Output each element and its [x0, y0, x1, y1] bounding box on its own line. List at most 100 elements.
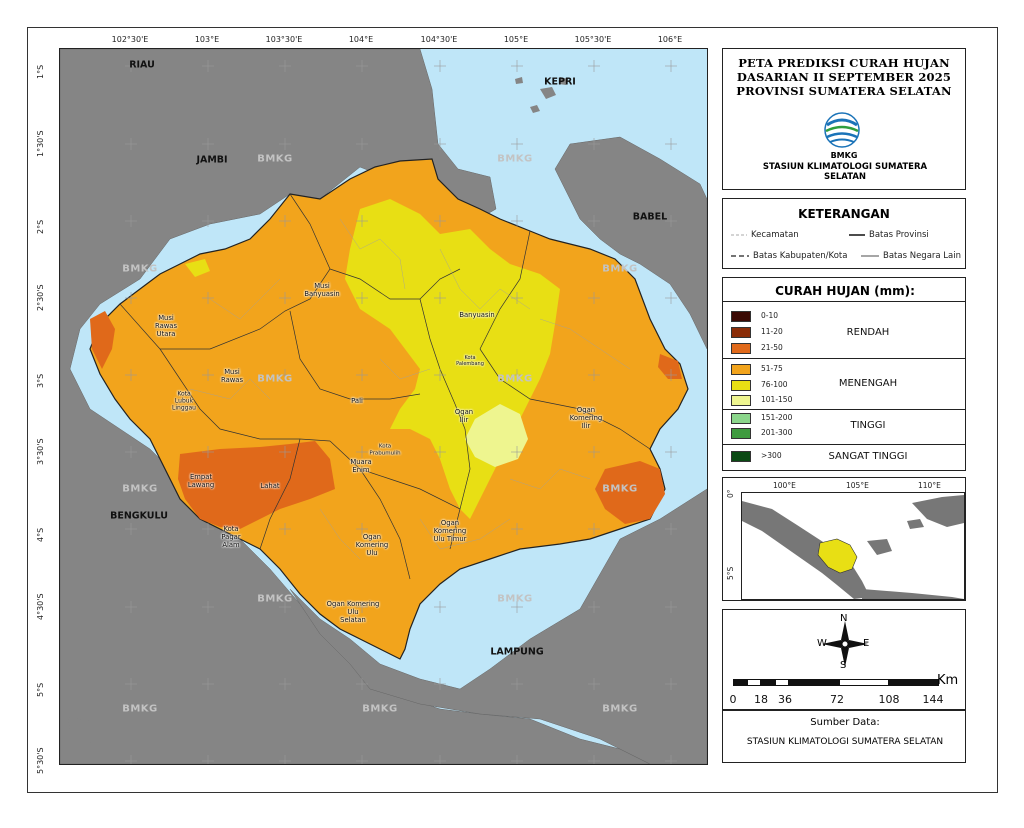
source-value: STASIUN KLIMATOLOGI SUMATERA SELATAN [746, 737, 944, 747]
label-musi-banyuasin: Musi Banyuasin [304, 282, 340, 298]
lat-tick-label: 5°S [36, 682, 45, 697]
title-line-2: DASARIAN II SEPTEMBER 2025 [736, 70, 952, 84]
compass-n: N [840, 613, 848, 624]
lat-tick-label: 3°S [36, 373, 45, 388]
inset-map [741, 492, 965, 600]
rainfall-class-swatch [731, 343, 751, 354]
scale-num: 0 [729, 693, 737, 706]
lampung-land [289, 488, 707, 764]
lat-tick-label: 2°S [36, 219, 45, 234]
compass-rose-icon [822, 621, 868, 667]
curah-hujan-panel: CURAH HUJAN (mm): 0-10 11-20 21-50 51-75 76-… [722, 277, 966, 471]
divider [723, 301, 965, 302]
source-label: Sumber Data: [810, 717, 880, 728]
label-ogan-komering-ulu: Ogan Komering Ulu [355, 533, 389, 557]
lon-tick-label: 102°30'E [111, 35, 149, 44]
rainfall-class-label: 51-75 [761, 364, 783, 373]
compass-s: S [840, 660, 847, 671]
title-panel: PETA PREDIKSI CURAH HUJAN DASARIAN II SE… [722, 48, 966, 190]
label-bengkulu: BENGKULU [110, 510, 168, 522]
lat-tick-label: 1°30'S [36, 130, 45, 157]
title-line-1: PETA PREDIKSI CURAH HUJAN [738, 56, 950, 70]
divider [723, 409, 965, 410]
label-kota-pagar-alam: Kota Pagar Alam [221, 525, 241, 549]
station-name: STASIUN KLIMATOLOGI SUMATERA SELATAN [762, 162, 928, 182]
lon-tick-label: 103°E [194, 35, 220, 44]
logo-text: BMKG [830, 151, 858, 160]
lat-tick-label: 4°30'S [36, 593, 45, 620]
category-menengah: MENENGAH [838, 378, 898, 389]
inset-lat-1: 0° [726, 489, 735, 498]
bmkg-watermark: BMKG [257, 153, 293, 165]
rainfall-class-swatch [731, 451, 751, 462]
bmkg-watermark: BMKG [602, 703, 638, 715]
kepri-islands [515, 77, 568, 113]
bmkg-watermark: BMKG [122, 483, 158, 495]
bmkg-watermark: BMKG [257, 593, 293, 605]
legend-batas-kabupaten: Batas Kabupaten/Kota [753, 251, 848, 261]
label-riau: RIAU [129, 59, 155, 71]
rainfall-class-swatch [731, 395, 751, 406]
rainfall-class-label: 0-10 [761, 311, 779, 320]
inset-lon-1: 100°E [773, 481, 796, 490]
label-ogan-komering-ulu-timur: Ogan Komering Ulu Timur [433, 519, 467, 543]
inset-lon-2: 105°E [846, 481, 869, 490]
scale-num: 72 [830, 693, 844, 706]
bmkg-watermark: BMKG [602, 483, 638, 495]
main-map[interactable]: RIAU JAMBI KEPRI BABEL BENGKULU LAMPUNG … [59, 48, 708, 765]
rainfall-class-label: 201-300 [761, 428, 793, 437]
scale-num: 108 [878, 693, 900, 706]
scale-numbers: 0 18 36 72 108 144 [729, 685, 944, 706]
lon-tick-label: 103°30'E [265, 35, 303, 44]
bmkg-watermark: BMKG [257, 373, 293, 385]
zone-101-150 [465, 404, 528, 467]
category-sangat-tinggi: SANGAT TINGGI [828, 451, 908, 462]
scale-unit: Km [937, 673, 959, 688]
title-line-3: PROVINSI SUMATERA SELATAN [736, 84, 952, 98]
label-ogan-komering-ulu-selatan: Ogan Komering Ulu Selatan [326, 600, 380, 624]
label-muara-enim: Muara Enim [350, 458, 372, 474]
label-lahat: Lahat [260, 482, 280, 490]
lon-tick-label: 106°E [657, 35, 683, 44]
lon-tick-label: 104°30'E [420, 35, 458, 44]
rainfall-class-label: 76-100 [761, 380, 788, 389]
lon-tick-label: 105°30'E [574, 35, 612, 44]
label-kota-palembang: Kota Palembang [456, 355, 484, 367]
lat-tick-label: 1°S [36, 64, 45, 79]
source-panel: Sumber Data: STASIUN KLIMATOLOGI SUMATER… [722, 710, 966, 763]
scale-num: 144 [922, 693, 944, 706]
label-lampung: LAMPUNG [490, 646, 544, 658]
label-empat-lawang: Empat Lawang [187, 473, 215, 489]
label-babel: BABEL [632, 211, 668, 223]
rainfall-class-label: 21-50 [761, 343, 783, 352]
label-pali: Pali [351, 397, 363, 405]
zone-21-50-lahat [178, 441, 335, 529]
label-kota-lubuk-linggau: Kota Lubuk Linggau [172, 390, 196, 412]
scale-num: 18 [754, 693, 768, 706]
graticule-crosses [125, 60, 677, 764]
label-musi-rawas-utara: Musi Rawas Utara [154, 314, 178, 338]
divider [723, 444, 965, 445]
zone-21-50-oki-tip [658, 354, 682, 379]
legend-batas-provinsi: Batas Provinsi [869, 230, 929, 240]
rainfall-class-label: 101-150 [761, 395, 793, 404]
lon-tick-label: 104°E [348, 35, 374, 44]
label-musi-rawas: Musi Rawas [220, 368, 244, 384]
label-ogan-komering-ilir: Ogan Komering Ilir [569, 406, 603, 430]
inset-panel: 100°E 105°E 110°E 0° 5°S [722, 477, 966, 601]
bmkg-watermark: BMKG [497, 153, 533, 165]
lat-tick-label: 2°30'S [36, 284, 45, 311]
inset-lat-2: 5°S [726, 566, 735, 580]
divider [723, 358, 965, 359]
bmkg-watermark: BMKG [602, 263, 638, 275]
label-ogan-ilir: Ogan Ilir [454, 408, 474, 424]
bmkg-logo-icon [824, 112, 860, 148]
bangka-island [554, 136, 707, 350]
rainfall-class-swatch [731, 413, 751, 424]
zone-21-50-oki-east [595, 461, 665, 524]
boundary-line-symbols [731, 234, 879, 257]
curah-hujan-heading: CURAH HUJAN (mm): [775, 284, 915, 298]
rainfall-class-swatch [731, 428, 751, 439]
bmkg-watermark: BMKG [497, 593, 533, 605]
keterangan-heading: KETERANGAN [798, 207, 890, 221]
